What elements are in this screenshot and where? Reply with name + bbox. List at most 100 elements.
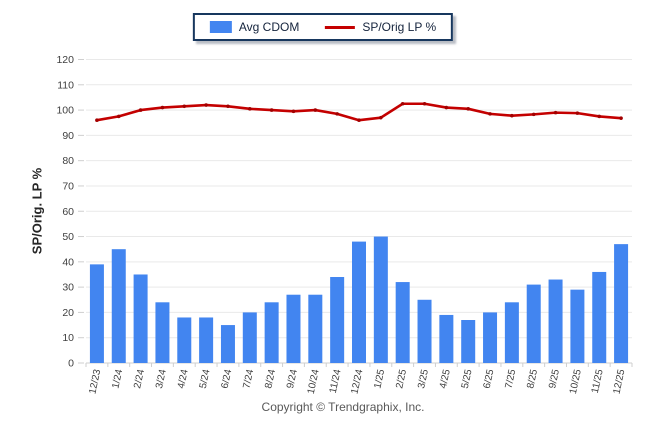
y-tick-label: 0 [68,358,74,370]
x-tick-label: 1/25 [372,368,387,390]
x-tick-label: 3/25 [416,368,431,390]
x-tick-label: 2/24 [132,368,147,390]
x-tick-label: 8/24 [263,368,278,390]
line-marker [379,115,383,120]
line-marker [182,104,187,109]
legend-item-sp-orig-lp: SP/Orig LP % [325,20,436,34]
bar-2/25 [395,282,410,363]
x-tick-label: 7/24 [241,368,256,390]
y-axis-title: SP/Orig. LP % [29,167,45,255]
y-tick-label: 70 [62,180,74,192]
legend-bar-swatch-icon [209,21,232,33]
x-tick-label: 11/25 [590,368,606,394]
bar-3/25 [417,299,432,363]
line-marker [466,107,471,111]
line-marker [444,105,449,110]
x-tick-label: 9/25 [547,368,562,390]
line-marker [488,112,492,116]
line-marker [269,108,274,112]
line-marker [313,108,318,112]
bar-12/25 [614,244,629,363]
line-marker [619,116,623,120]
x-tick-label: 10/25 [568,368,584,395]
line-marker [95,118,99,122]
bar-4/25 [439,314,454,363]
line-marker [138,108,143,112]
bar-12/23 [89,264,104,363]
bar-10/24 [308,294,323,363]
x-tick-label: 5/25 [460,368,475,390]
x-tick-label: 12/23 [87,368,103,395]
x-tick-label: 7/25 [504,368,519,390]
y-tick-label: 100 [56,105,74,117]
y-tick-label: 30 [62,282,74,294]
bar-8/24 [264,302,279,363]
line-marker [575,111,580,115]
line-marker [160,105,165,110]
x-tick-label: 4/24 [176,368,191,390]
y-tick-label: 110 [57,79,74,91]
bar-1/25 [373,236,388,363]
x-tick-label: 6/24 [220,368,235,390]
bar-8/25 [526,284,541,363]
x-tick-label: 3/24 [154,368,169,390]
bar-2/24 [133,274,148,363]
bar-1/24 [111,249,126,363]
y-tick-label: 60 [62,206,74,218]
bar-6/24 [220,325,235,363]
bar-3/24 [155,302,170,363]
bar-9/25 [548,279,563,363]
y-tick-label: 90 [62,130,74,142]
x-tick-label: 12/24 [349,368,365,395]
bar-11/24 [330,277,345,363]
y-tick-label: 120 [56,54,74,66]
bar-9/24 [286,294,301,363]
y-tick-label: 40 [62,256,74,268]
x-tick-label: 12/25 [612,368,628,395]
copyright-text: Copyright © Trendgraphix, Inc. [261,400,425,414]
line-marker [357,118,361,122]
bar-4/24 [177,317,192,363]
bar-5/24 [199,317,214,363]
legend-item-avg-cdom: Avg CDOM [209,20,300,34]
y-tick-label: 20 [62,307,74,319]
line-marker [422,101,427,106]
bar-11/25 [592,271,607,363]
line-marker [248,107,252,111]
line-marker [335,112,339,116]
x-tick-label: 5/24 [198,368,213,390]
x-tick-label: 8/25 [525,368,540,390]
bar-6/25 [483,312,498,363]
legend-label-sp-orig-lp: SP/Orig LP % [362,20,437,34]
legend-label-avg-cdom: Avg CDOM [238,20,300,34]
x-tick-label: 9/24 [285,368,300,390]
y-tick-label: 80 [62,155,74,167]
bar-10/25 [570,289,585,363]
line-marker [597,114,602,119]
x-tick-label: 4/25 [438,368,453,390]
line-marker [291,109,296,114]
y-tick-label: 50 [62,231,74,243]
x-tick-label: 10/24 [306,368,322,395]
x-tick-label: 2/25 [394,368,409,390]
y-tick-label: 10 [62,332,74,344]
legend: Avg CDOM SP/Orig LP % [192,13,454,41]
line-marker [553,110,558,115]
line-marker [400,101,405,106]
bar-12/24 [352,241,366,363]
x-tick-label: 11/24 [328,368,344,394]
line-marker [204,103,208,107]
bar-7/25 [504,302,519,363]
x-tick-label: 1/24 [110,368,125,390]
line-marker [116,114,121,119]
bar-7/24 [242,312,257,363]
legend-line-swatch-icon [325,25,356,29]
line-marker [226,104,230,109]
line-sp-orig-lp [95,102,623,122]
line-marker [510,113,514,118]
x-tick-label: 6/25 [482,368,497,390]
bar-5/25 [461,320,476,363]
line-marker [531,112,536,117]
